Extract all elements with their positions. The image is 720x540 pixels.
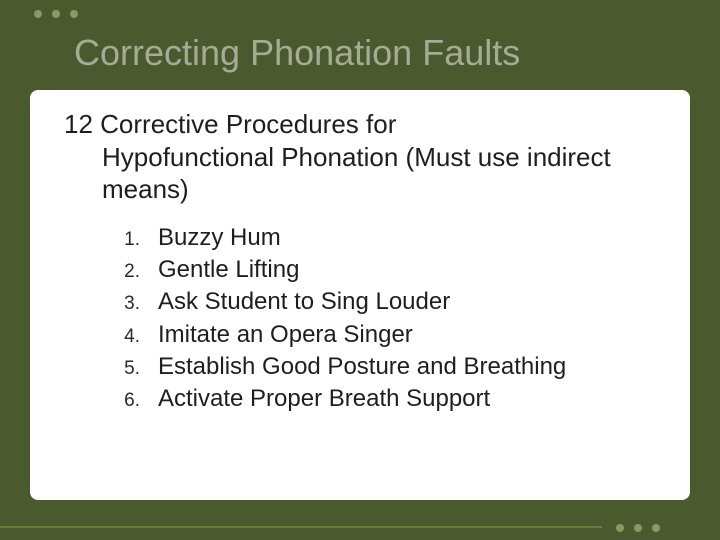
dot-icon bbox=[70, 10, 78, 18]
content-card: 12 Corrective Procedures for Hypofunctio… bbox=[30, 90, 690, 500]
list-text: Buzzy Hum bbox=[158, 222, 662, 254]
dot-icon bbox=[34, 10, 42, 18]
dot-icon bbox=[634, 524, 642, 532]
list-text: Establish Good Posture and Breathing bbox=[158, 351, 662, 383]
list-item: 5. Establish Good Posture and Breathing bbox=[114, 351, 662, 383]
subtitle-line-1: 12 Corrective Procedures for bbox=[64, 109, 396, 139]
list-number: 1. bbox=[114, 227, 140, 253]
list-number: 4. bbox=[114, 324, 140, 350]
slide-subtitle: 12 Corrective Procedures for Hypofunctio… bbox=[58, 108, 662, 206]
list-text: Imitate an Opera Singer bbox=[158, 319, 662, 351]
slide-title: Correcting Phonation Faults bbox=[74, 32, 520, 74]
list-number: 5. bbox=[114, 356, 140, 382]
list-number: 2. bbox=[114, 259, 140, 285]
list-number: 6. bbox=[114, 388, 140, 414]
decorative-dots-top-left bbox=[34, 10, 78, 18]
list-text: Activate Proper Breath Support bbox=[158, 383, 662, 415]
list-item: 6. Activate Proper Breath Support bbox=[114, 383, 662, 415]
list-item: 1. Buzzy Hum bbox=[114, 222, 662, 254]
dot-icon bbox=[652, 524, 660, 532]
decorative-bottom-line bbox=[0, 526, 602, 528]
subtitle-line-2: Hypofunctional Phonation (Must use indir… bbox=[64, 141, 662, 206]
dot-icon bbox=[616, 524, 624, 532]
list-item: 2. Gentle Lifting bbox=[114, 254, 662, 286]
procedures-list: 1. Buzzy Hum 2. Gentle Lifting 3. Ask St… bbox=[58, 222, 662, 416]
list-item: 4. Imitate an Opera Singer bbox=[114, 319, 662, 351]
list-number: 3. bbox=[114, 291, 140, 317]
list-item: 3. Ask Student to Sing Louder bbox=[114, 286, 662, 318]
list-text: Ask Student to Sing Louder bbox=[158, 286, 662, 318]
decorative-dots-bottom-right bbox=[616, 524, 660, 532]
dot-icon bbox=[52, 10, 60, 18]
list-text: Gentle Lifting bbox=[158, 254, 662, 286]
